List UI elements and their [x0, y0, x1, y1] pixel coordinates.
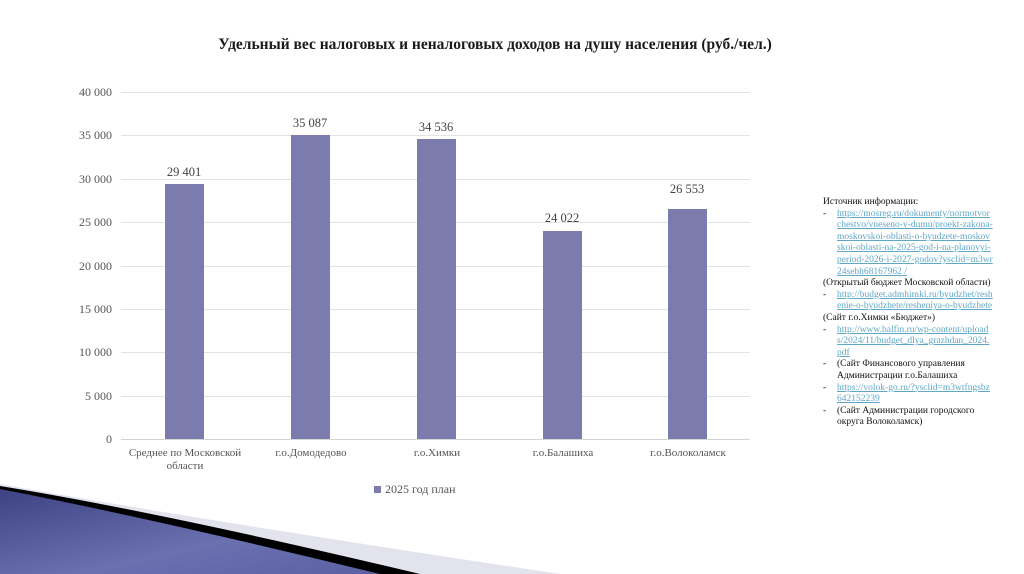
- source-note-balashikha: (Сайт Финансового управления Администрац…: [837, 359, 965, 381]
- data-label: 24 022: [544, 211, 580, 225]
- y-tick: 10 000: [79, 345, 112, 359]
- bullet-dash: -: [823, 208, 827, 219]
- source-link-himki[interactable]: http://budget.admhimki.ru/byudzhet/reshe…: [837, 289, 993, 312]
- y-tick: 25 000: [79, 215, 112, 229]
- source-link-volokolamsk[interactable]: https://volok-go.ru/?ysclid=m3wtfngsbz64…: [837, 382, 990, 405]
- bullet-dash: -: [823, 405, 827, 416]
- gridline: [121, 92, 750, 93]
- legend: 2025 год план: [374, 482, 456, 497]
- legend-swatch: [374, 486, 381, 493]
- gridline: [121, 135, 750, 136]
- category-label: Среднее по Московской области: [120, 447, 250, 473]
- source-link-mosreg[interactable]: https://mosreg.ru/dokumenty/normotvorche…: [837, 208, 993, 277]
- y-tick: 0: [106, 432, 112, 446]
- bullet-dash: -: [823, 289, 827, 300]
- category-label-line1: Среднее по Московской: [128, 447, 242, 459]
- source-link-balashikha[interactable]: http://www.balfin.ru/wp-content/uploads/…: [837, 324, 990, 358]
- source-note-himki: (Сайт г.о.Химки «Бюджет»): [823, 312, 936, 323]
- data-label: 35 087: [292, 116, 328, 130]
- source-note-mosreg: (Открытый бюджет Московской области): [823, 278, 991, 289]
- data-label: 34 536: [418, 120, 454, 134]
- y-tick: 20 000: [79, 259, 112, 273]
- data-label: 26 553: [669, 182, 705, 196]
- x-axis-line: [121, 439, 750, 440]
- slide-title: Удельный вес налоговых и неналоговых дох…: [218, 36, 772, 53]
- category-label: г.о.Волоколамск: [650, 447, 726, 459]
- bar: [543, 231, 582, 439]
- y-tick: 5 000: [85, 389, 112, 403]
- bar: [291, 135, 330, 439]
- category-label: г.о.Химки: [413, 447, 461, 459]
- y-tick: 40 000: [79, 85, 112, 99]
- bar: [417, 139, 456, 439]
- category-label-line2: области: [166, 460, 204, 472]
- y-tick: 35 000: [79, 128, 112, 142]
- bullet-dash: -: [823, 359, 827, 370]
- bar: [165, 184, 204, 439]
- category-label: г.о.Домодедово: [275, 447, 347, 459]
- y-tick: 30 000: [79, 172, 112, 186]
- bullet-dash: -: [823, 324, 827, 335]
- legend-label: 2025 год план: [385, 482, 456, 496]
- category-label: г.о.Балашиха: [532, 447, 594, 459]
- data-label: 29 401: [166, 165, 202, 179]
- y-tick: 15 000: [79, 302, 112, 316]
- sources-panel: Источник информации: - https://mosreg.ru…: [823, 197, 993, 429]
- source-note-volokolamsk: (Сайт Администрации городского округа Во…: [837, 405, 975, 428]
- bullet-dash: -: [823, 382, 827, 393]
- bar: [668, 209, 707, 439]
- sources-heading: Источник информации:: [823, 197, 919, 207]
